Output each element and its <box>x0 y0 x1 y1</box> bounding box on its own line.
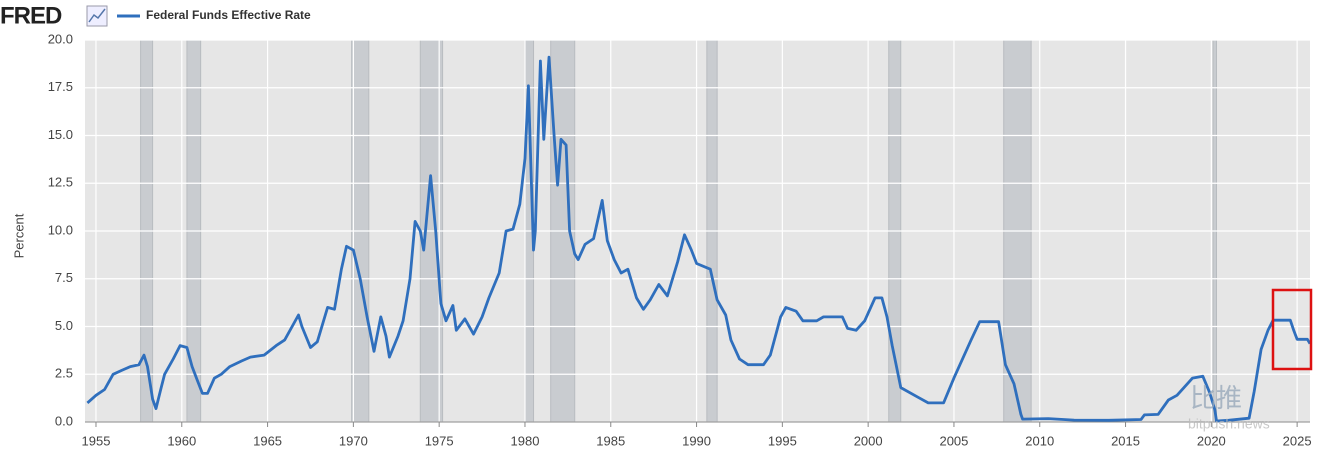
x-tick-label: 1975 <box>425 433 454 448</box>
watermark: 比推 <box>1190 383 1242 413</box>
x-tick-label: 1985 <box>596 433 625 448</box>
logo-icon <box>86 5 108 27</box>
x-tick-label: 1955 <box>82 433 111 448</box>
x-tick-label: 1995 <box>768 433 797 448</box>
y-tick-label: 17.5 <box>48 79 73 94</box>
x-tick-label: 1980 <box>511 433 540 448</box>
watermark: bitpush.news <box>1188 416 1270 432</box>
y-tick-label: 10.0 <box>48 222 73 237</box>
x-tick-label: 1990 <box>682 433 711 448</box>
x-tick-label: 1960 <box>167 433 196 448</box>
x-tick-label: 2025 <box>1283 433 1312 448</box>
x-tick-label: 2010 <box>1025 433 1054 448</box>
y-axis-label: Percent <box>11 213 26 258</box>
y-tick-label: 15.0 <box>48 127 73 142</box>
x-tick-label: 2020 <box>1197 433 1226 448</box>
legend-label: Federal Funds Effective Rate <box>146 8 311 22</box>
x-tick-label: 2015 <box>1111 433 1140 448</box>
logo-icon-line <box>88 8 106 23</box>
y-tick-label: 12.5 <box>48 175 73 190</box>
y-tick-label: 2.5 <box>55 366 73 381</box>
y-tick-label: 7.5 <box>55 270 73 285</box>
plot-layer <box>85 39 1312 427</box>
y-tick-label: 20.0 <box>48 31 73 46</box>
x-tick-label: 2005 <box>939 433 968 448</box>
x-tick-label: 1970 <box>339 433 368 448</box>
y-tick-label: 0.0 <box>55 413 73 428</box>
y-tick-label: 5.0 <box>55 318 73 333</box>
logo: FRED <box>0 2 62 29</box>
x-tick-label: 1965 <box>253 433 282 448</box>
data-line <box>86 55 1312 423</box>
x-tick-label: 2000 <box>854 433 883 448</box>
highlight-box <box>1271 288 1313 371</box>
